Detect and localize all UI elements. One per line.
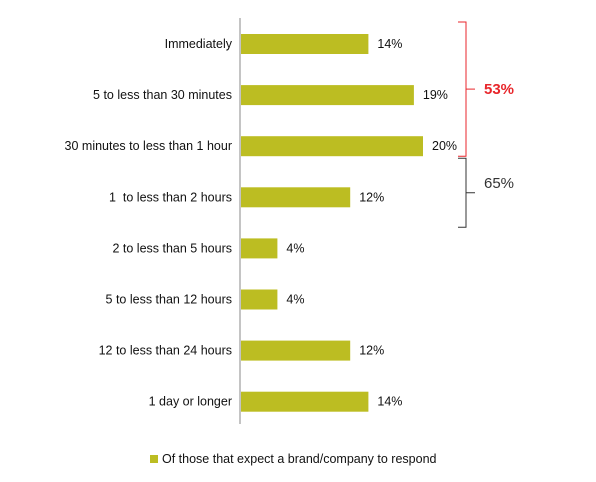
category-label: 5 to less than 30 minutes [93, 88, 232, 102]
bracket-label: 53% [484, 81, 514, 98]
legend-swatch [150, 455, 158, 463]
category-label: 1 to less than 2 hours [109, 190, 232, 204]
bar-value-label: 14% [377, 395, 402, 409]
bar-value-label: 14% [377, 37, 402, 51]
category-label: 5 to less than 12 hours [106, 293, 232, 307]
bar [241, 340, 351, 361]
bracket-line [458, 21, 467, 157]
category-labels: Immediately 5 to less than 30 minutes 30 m… [65, 37, 233, 409]
bar [241, 34, 369, 54]
bar-value-label: 4% [286, 241, 304, 255]
bar [241, 238, 278, 259]
bar-value-label: 12% [359, 344, 384, 358]
bar [241, 85, 414, 106]
value-labels: 14% 19% 20% 12% 4% 4% 12% 14% [286, 37, 457, 409]
bracket-line [458, 157, 467, 228]
category-label: Immediately [165, 37, 233, 51]
legend: Of those that expect a brand/company to … [150, 452, 437, 466]
bar-value-label: 19% [423, 88, 448, 102]
bar [241, 289, 278, 310]
bar-value-label: 12% [359, 190, 384, 204]
category-label: 12 to less than 24 hours [99, 344, 232, 358]
category-label: 30 minutes to less than 1 hour [65, 139, 232, 153]
bar [241, 187, 351, 208]
bars [241, 34, 423, 412]
bar-value-label: 20% [432, 139, 457, 153]
bar [241, 391, 369, 412]
category-label: 1 day or longer [149, 395, 232, 409]
category-label: 2 to less than 5 hours [112, 241, 232, 255]
bracket-label: 65% [484, 175, 514, 192]
bracket-annotations: 53% 65% [458, 21, 514, 228]
legend-label: Of those that expect a brand/company to … [162, 452, 437, 466]
bar-value-label: 4% [286, 293, 304, 307]
bar [241, 136, 423, 157]
